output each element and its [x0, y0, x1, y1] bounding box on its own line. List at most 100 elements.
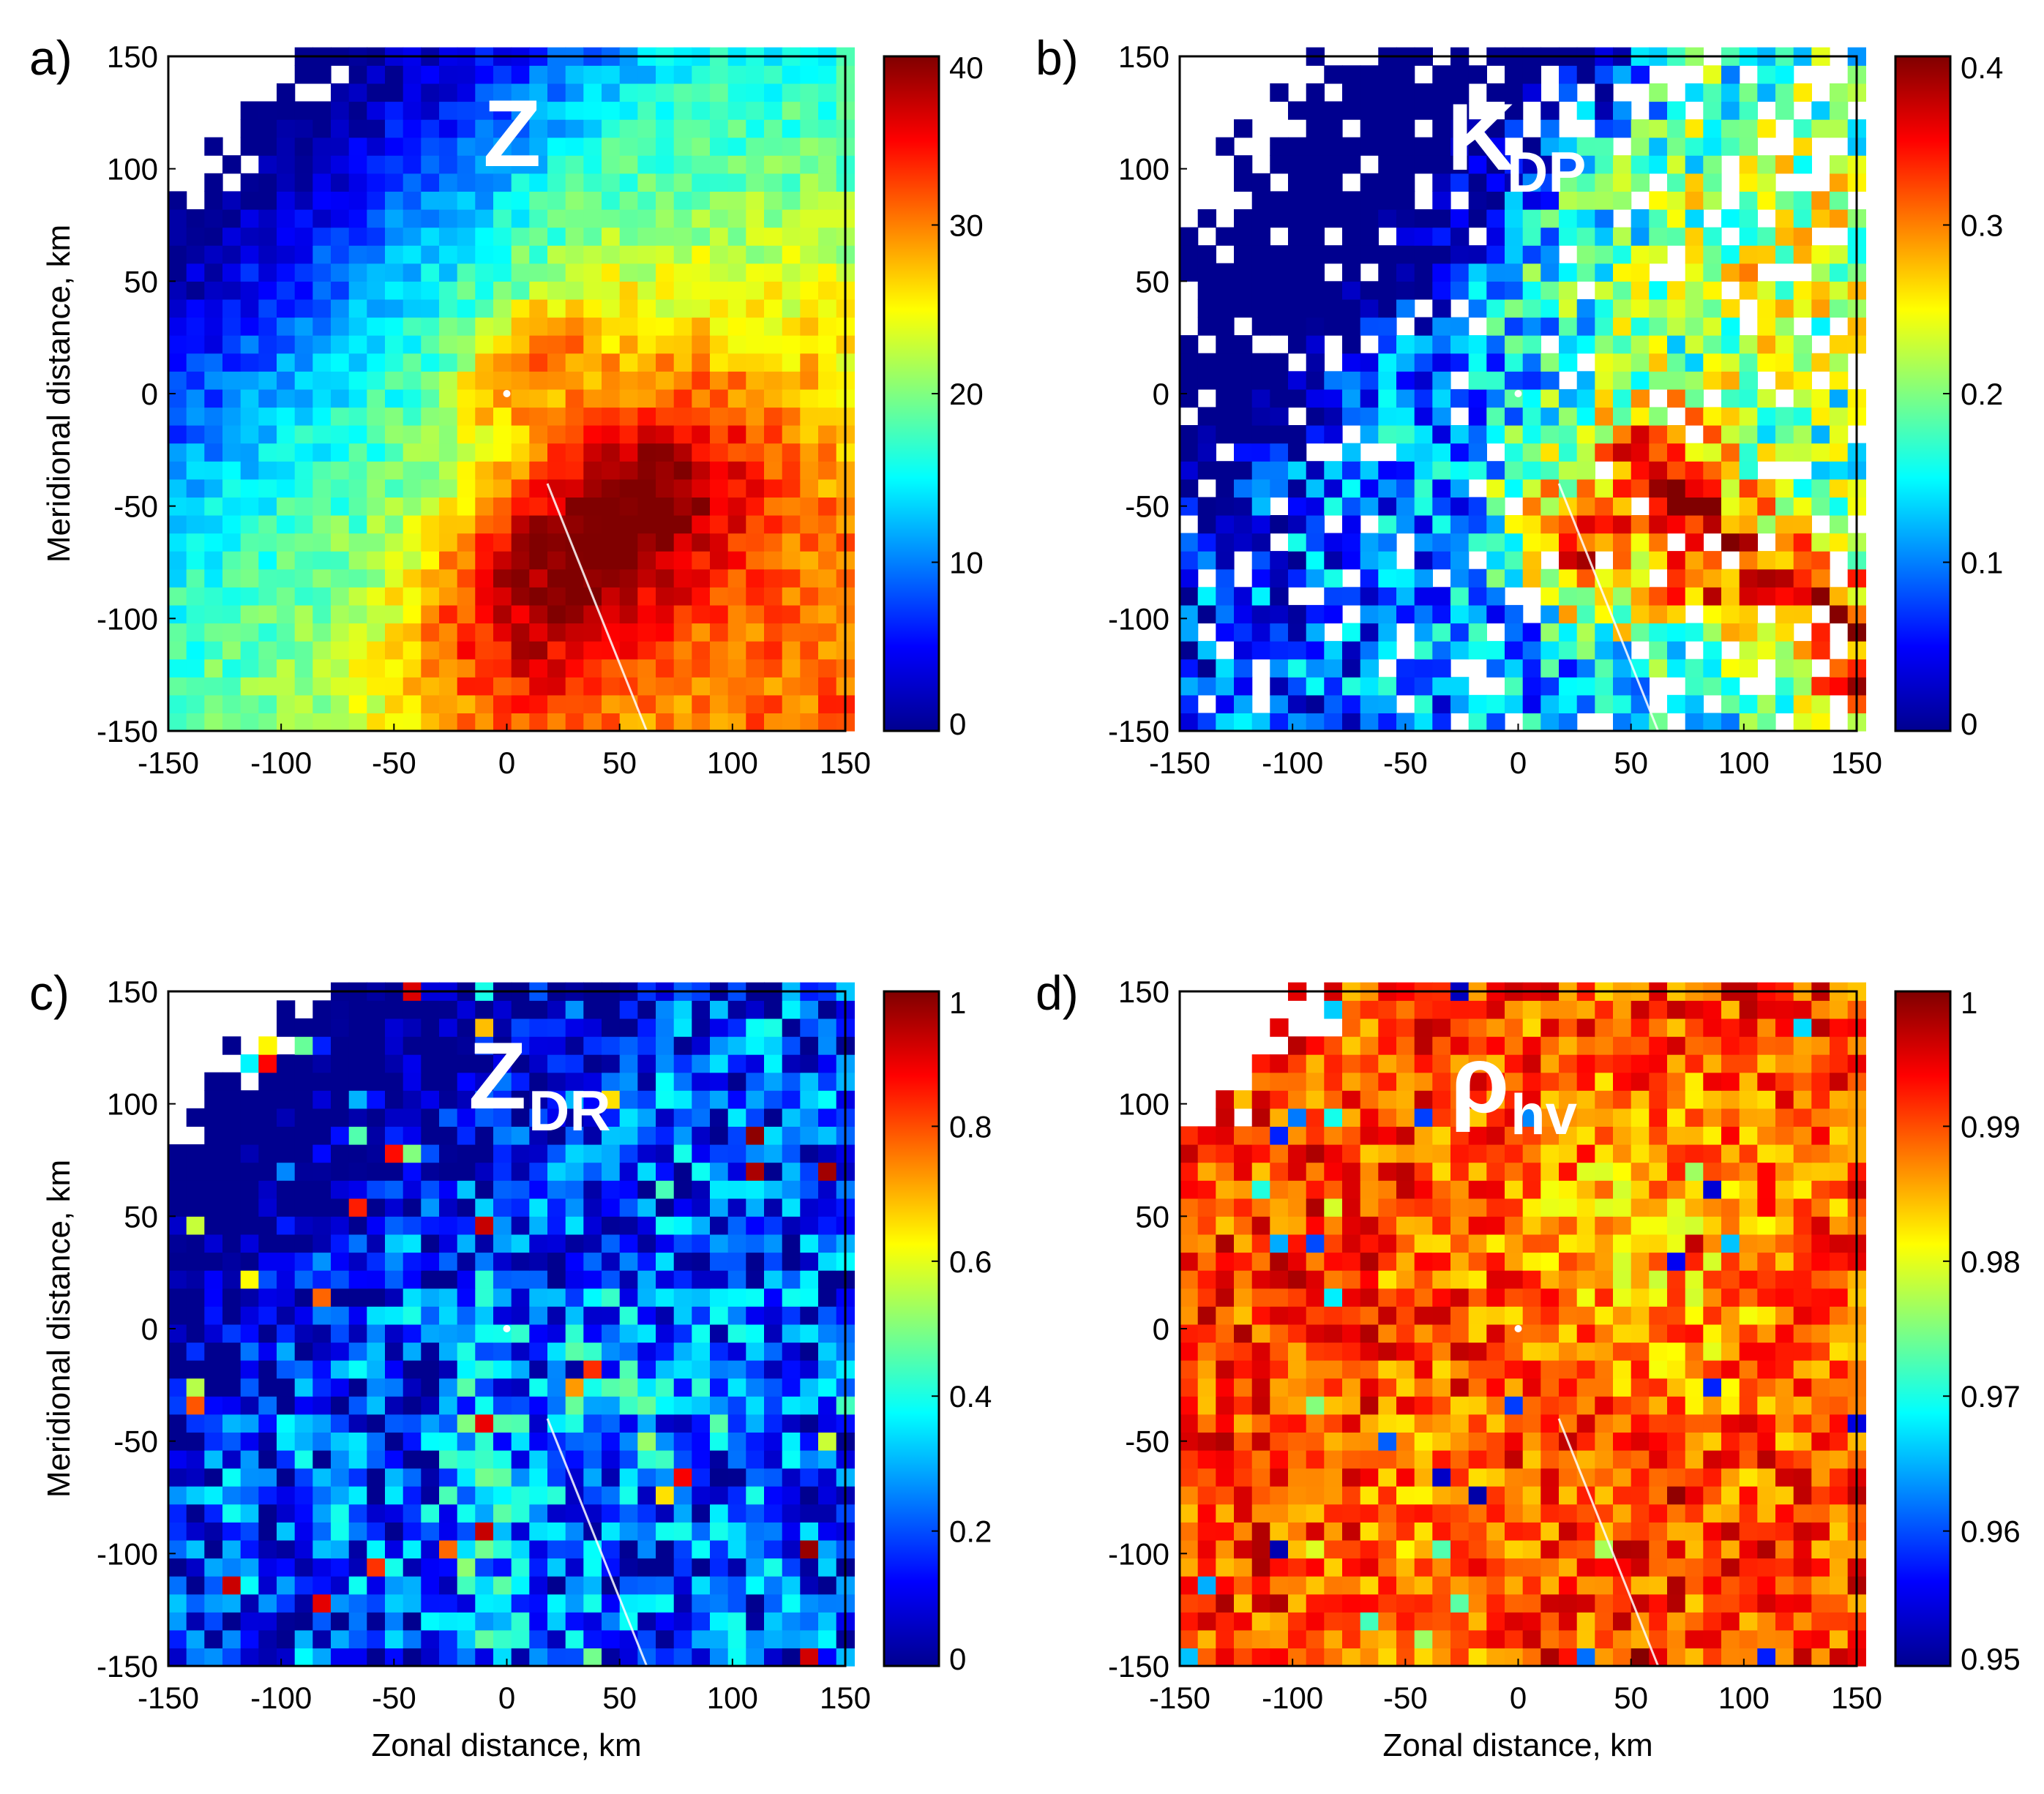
heatmap-cell [727, 1144, 746, 1163]
heatmap-cell [1468, 1432, 1487, 1451]
heatmap-cell [421, 478, 440, 498]
heatmap-cell [727, 65, 746, 84]
heatmap-cell [385, 1612, 404, 1631]
heatmap-cell [1613, 568, 1632, 588]
colorbar-c: 00.20.40.60.81 [883, 986, 992, 1676]
heatmap-cell [348, 1252, 367, 1271]
heatmap-cell [493, 1270, 512, 1289]
heatmap-cell [1414, 713, 1433, 732]
heatmap-cell [258, 623, 277, 642]
heatmap-cell [1739, 1648, 1758, 1667]
heatmap-cell [403, 1000, 422, 1019]
heatmap-cell [1486, 1486, 1505, 1505]
heatmap-cell [240, 1486, 259, 1505]
heatmap-cell [1667, 1270, 1686, 1289]
heatmap-cell [727, 478, 746, 498]
heatmap-cell [421, 227, 440, 246]
heatmap-cell [1522, 677, 1541, 696]
heatmap-cell [511, 461, 530, 480]
heatmap-cell [1703, 587, 1722, 606]
heatmap-cell [457, 209, 476, 228]
heatmap-cell [403, 227, 422, 246]
heatmap-cell [692, 1629, 711, 1648]
heatmap-cell [277, 1162, 296, 1181]
heatmap-cell [1793, 353, 1812, 372]
heatmap-cell [1306, 281, 1325, 300]
heatmap-cell [168, 335, 187, 354]
heatmap-cell [1432, 353, 1451, 372]
heatmap-cell [1324, 1629, 1343, 1648]
heatmap-cell [385, 1252, 404, 1271]
heatmap-cell [168, 1270, 187, 1289]
heatmap-cell [637, 389, 656, 408]
heatmap-cell [1414, 1270, 1433, 1289]
heatmap-cell [1414, 353, 1433, 372]
panel-d: d) ρ hv -150 -100 -50 0 50 100 150 150100500-5… [1036, 966, 2021, 1763]
heatmap-cell [475, 443, 494, 462]
heatmap-cell [710, 227, 729, 246]
heatmap-cell [457, 497, 476, 516]
heatmap-cell [1631, 1450, 1650, 1469]
heatmap-cell [1378, 1504, 1397, 1523]
heatmap-cell [331, 1198, 350, 1217]
heatmap-cell [348, 407, 367, 426]
heatmap-cell [1811, 1558, 1830, 1577]
heatmap-cell [258, 1072, 277, 1091]
heatmap-cell [403, 1378, 422, 1397]
heatmap-cell [1685, 1468, 1704, 1487]
heatmap-cell [1631, 1270, 1650, 1289]
heatmap-cell [1342, 623, 1361, 642]
heatmap-cell [746, 461, 765, 480]
heatmap-cell [1414, 1539, 1433, 1559]
heatmap-cell [1721, 1414, 1740, 1433]
heatmap-cell [565, 281, 584, 300]
heatmap-cell [385, 227, 404, 246]
heatmap-cell [710, 1162, 729, 1181]
heatmap-cell [727, 173, 746, 192]
heatmap-cell [764, 641, 783, 660]
heatmap-cell [727, 1360, 746, 1379]
heatmap-cell [637, 1108, 656, 1127]
heatmap-cell [493, 299, 512, 318]
heatmap-cell [348, 478, 367, 498]
heatmap-cell [1306, 1486, 1325, 1505]
heatmap-cell [1775, 407, 1794, 426]
heatmap-cell [1306, 317, 1325, 336]
heatmap-cell [1721, 425, 1740, 444]
heatmap-cell [583, 137, 602, 156]
heatmap-cell [547, 155, 566, 174]
heatmap-cell [637, 1576, 656, 1595]
heatmap-cell [475, 1090, 494, 1109]
heatmap-cell [1721, 1504, 1740, 1523]
heatmap-cell [1703, 1504, 1722, 1523]
heatmap-cell [1576, 443, 1595, 462]
heatmap-cell [727, 389, 746, 408]
heatmap-cell [511, 317, 530, 336]
heatmap-cell [277, 389, 296, 408]
heatmap-cell [1793, 1486, 1812, 1505]
heatmap-cell [331, 1522, 350, 1541]
heatmap-cell [583, 1198, 602, 1217]
panel-a: a) Z -150 -100 -50 0 50 100 150 150100500-50-1… [29, 31, 984, 780]
heatmap-cell [1649, 191, 1668, 210]
heatmap-cell [1811, 1576, 1830, 1595]
x-tick-label: -150 [138, 1681, 199, 1715]
heatmap-cell [529, 137, 548, 156]
heatmap-cell [1522, 155, 1541, 174]
heatmap-cell [1414, 515, 1433, 534]
heatmap-cell [547, 1612, 566, 1631]
heatmap-cell [818, 461, 837, 480]
heatmap-cell [602, 1180, 621, 1199]
heatmap-cell [1251, 1612, 1270, 1631]
heatmap-cell [1414, 551, 1433, 570]
heatmap-cell [1505, 533, 1524, 552]
x-tick-label: -150 [138, 746, 199, 780]
heatmap-cell [800, 1629, 819, 1648]
heatmap-cell [1360, 478, 1379, 498]
heatmap-cell [782, 1000, 801, 1019]
heatmap-cell [602, 1539, 621, 1559]
heatmap-cell [1703, 1450, 1722, 1469]
heatmap-cell [1793, 694, 1812, 713]
y-axis-label-c: Meridional distance, km [41, 1160, 77, 1498]
heatmap-cell [385, 389, 404, 408]
